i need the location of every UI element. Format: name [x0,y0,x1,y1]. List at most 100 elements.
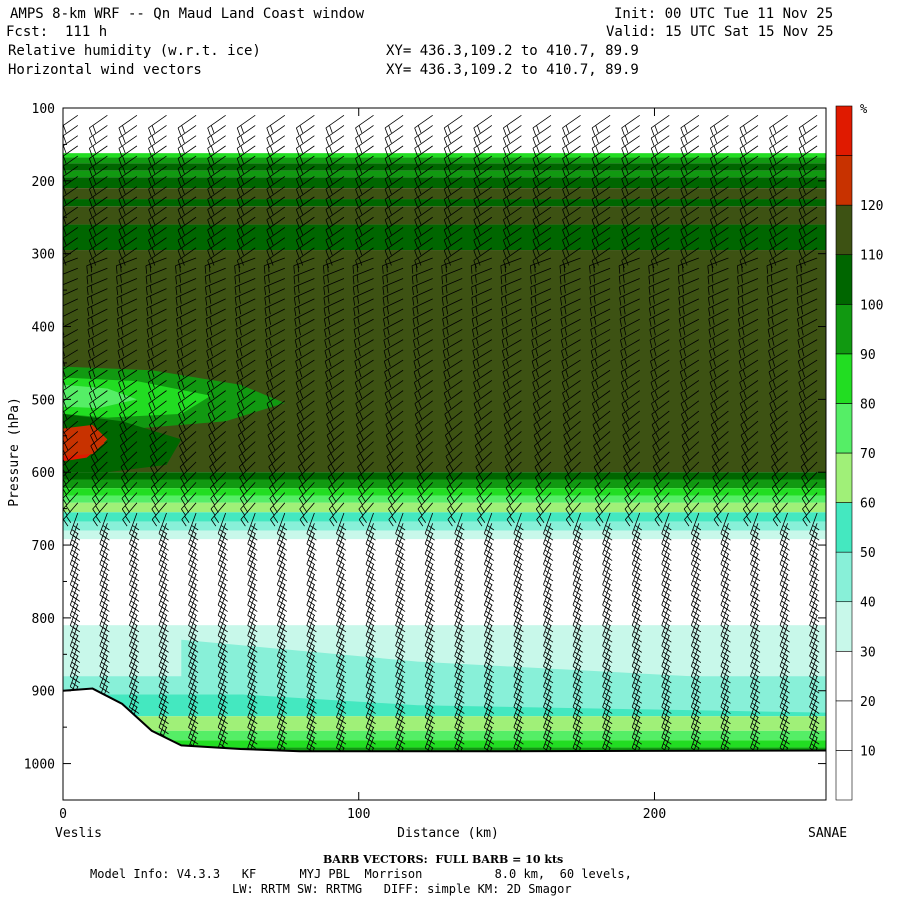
wind-barb [63,502,79,527]
wind-barb-shaft [118,145,138,159]
wind-barb-flag [122,135,126,144]
rh-band-4 [63,170,826,178]
rh-band-6 [63,188,826,200]
wind-barb [87,339,108,359]
wind-barb [206,359,226,380]
wind-barb-flag [240,227,244,236]
wind-barb [177,125,197,146]
wind-barb [177,196,197,218]
wind-barb-flag [64,453,69,461]
wind-barb [88,186,108,207]
wind-barb-flag [122,421,127,430]
wind-barb [88,176,108,197]
wind-barb-flag [87,329,91,338]
wind-barb-flag [151,237,156,246]
wind-barb-flag [63,411,68,420]
wind-barb [63,278,78,294]
wind-barb-shaft [119,420,138,436]
wind-barb-shaft [236,135,256,149]
wind-barb-flag [151,176,156,185]
wind-barb-flag [146,318,149,327]
wind-barb-flag [121,508,127,516]
wind-barb-flag [151,166,156,174]
wind-barb [148,186,167,207]
wind-barb-shaft [87,298,108,309]
wind-barb [148,196,167,218]
wind-barb-shaft [188,533,197,555]
wind-barb [176,308,197,327]
wind-barb [177,145,197,167]
wind-barb [176,318,197,338]
wind-barb [118,155,138,177]
wind-barb-flag [145,286,148,295]
wind-barb [176,349,197,370]
wind-barb [116,278,138,295]
wind-barb-flag [119,445,125,454]
wind-barb-shaft [148,247,167,261]
wind-barb-shaft [99,604,108,626]
wind-barb-flag [175,297,178,306]
wind-barb-shaft [63,451,79,467]
wind-barb [207,196,226,218]
wind-barb-shaft [158,696,167,718]
wind-barb [63,492,79,516]
wind-barb-shaft [69,625,79,646]
wind-barb-flag [148,229,152,238]
wind-barb-flag [61,275,62,283]
wind-barb-flag [63,145,67,154]
wind-barb-shaft [146,278,167,288]
wind-barb [61,267,78,283]
wind-barb-flag [179,274,182,283]
wind-barb-flag [177,137,182,146]
wind-barb-flag [210,176,215,185]
chart-title: AMPS 8-km WRF -- Qn Maud Land Coast wind… [10,6,365,22]
wind-barb-flag [63,478,67,485]
wind-barb [147,359,167,380]
wind-barb-flag [206,339,209,348]
wind-barb-flag [124,484,130,492]
wind-barb-shaft [129,635,138,657]
wind-barb-shaft [177,359,197,373]
wind-barb-flag [60,189,63,197]
wind-barb-flag [121,498,127,506]
wind-barb-flag [177,229,182,238]
wind-barb [207,390,226,412]
wind-barb-flag [118,209,123,218]
wind-barb-flag [151,155,156,164]
wind-barb-flag [151,196,156,205]
wind-barb [149,420,167,443]
wind-barb-flag [122,237,126,246]
wind-barb-flag [92,508,98,516]
wind-barb-flag [177,168,182,177]
wind-barb-flag [240,176,244,185]
wind-barb-shaft [129,655,138,677]
wind-barb [208,431,226,454]
wind-barb-shaft [177,369,197,383]
wind-barb [179,441,197,464]
wind-barb-shaft [181,492,197,510]
wind-barb-flag [122,257,126,266]
wind-barb [236,176,256,197]
wind-barb-shaft [158,553,167,575]
wind-barb-flag [210,206,215,215]
wind-barb [86,288,108,306]
wind-barb-flag [148,239,152,248]
wind-barb-shaft [158,706,167,728]
wind-barb-flag [65,484,70,492]
wind-barb-shaft [63,155,79,167]
wind-barb [207,135,226,156]
wind-barb-flag [149,285,152,294]
rh-band-18 [63,530,826,540]
wind-barb-flag [148,219,152,228]
wind-barb-flag [151,125,156,134]
wind-barb [148,114,167,136]
wind-barb [177,216,197,238]
wind-barb-flag [63,217,67,225]
wind-barb-flag [88,137,93,146]
wind-barb-shaft [151,502,167,520]
wind-barb-flag [94,463,99,472]
wind-barb [120,461,138,485]
wind-barb-flag [180,348,184,357]
wind-barb-shaft [217,716,227,738]
wind-barb-flag [118,392,122,401]
